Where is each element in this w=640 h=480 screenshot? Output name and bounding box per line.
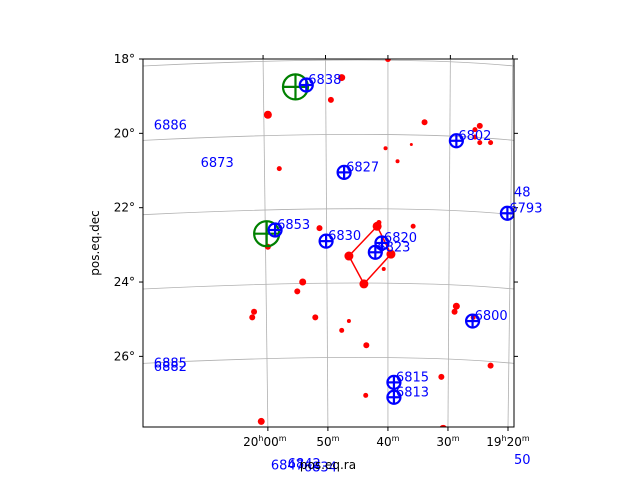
star-point	[363, 392, 369, 398]
star-point	[276, 166, 282, 172]
offplot-label: 6834	[304, 461, 337, 476]
star-point	[257, 417, 265, 425]
asterism-star	[386, 249, 396, 259]
axes: 19h20m 30m 40m 50m 20h00m 18° 20° 22° 24° 26°	[114, 52, 530, 449]
star-point	[263, 110, 272, 119]
catalog-marker	[386, 389, 402, 405]
star-point	[476, 122, 483, 129]
catalog-label: 6823	[377, 240, 410, 255]
catalog-marker	[336, 164, 352, 180]
offplot-label: 6885	[154, 357, 187, 372]
x-tick-label: 20h00m	[243, 434, 287, 449]
star-point	[452, 302, 460, 310]
offplot-label: 50	[514, 453, 531, 468]
catalog-marker	[386, 374, 402, 390]
star-point	[439, 424, 447, 427]
star-point	[487, 362, 494, 369]
y-axis-label: pos.eq.dec	[88, 210, 102, 275]
star-point	[421, 119, 428, 126]
catalog-label: 6853	[277, 218, 310, 233]
star-point	[376, 220, 382, 226]
star-point	[346, 319, 351, 324]
dec-gridline	[143, 208, 514, 216]
asterism-star	[344, 251, 354, 261]
catalog-marker	[464, 313, 481, 329]
star-point	[472, 127, 478, 133]
x-tick-label: 50m	[316, 434, 339, 449]
offplot-label: 6847	[271, 459, 304, 474]
star-point	[384, 59, 391, 62]
star-point	[438, 373, 445, 380]
dec-gridline	[143, 59, 514, 67]
x-axis-label: pos.eq.ra	[300, 458, 356, 472]
asterism-star	[359, 279, 369, 289]
ra-gridline	[262, 59, 269, 427]
x-tick-label: 30m	[436, 434, 459, 449]
y-tick-label: 20°	[114, 126, 135, 140]
offplot-label: 6882	[154, 360, 187, 375]
catalog-marker	[448, 133, 464, 149]
plot-frame	[142, 58, 515, 428]
y-tick-label: 22°	[114, 201, 135, 215]
star-point	[383, 146, 388, 151]
star-point	[327, 96, 334, 103]
catalog-label: 6813	[396, 385, 429, 400]
star-point	[451, 308, 458, 315]
y-tick-label: 18°	[114, 52, 135, 66]
ra-gridline	[447, 59, 451, 427]
star-point	[316, 225, 323, 232]
catalog-marker	[374, 235, 390, 251]
offplot-label: 48	[514, 186, 531, 201]
catalog-label: 6800	[475, 309, 508, 324]
catalog-marker	[298, 77, 314, 93]
highlight-marker	[281, 73, 310, 101]
catalog-marker	[318, 233, 334, 249]
offplot-label: 6842	[288, 457, 321, 472]
star-point	[294, 288, 301, 295]
star-point	[363, 342, 370, 349]
y-tick-label: 24°	[114, 275, 135, 289]
offplot-label: 6886	[154, 119, 187, 134]
x-tick-label: 19h20m	[486, 434, 530, 449]
catalog-label: 6838	[308, 73, 341, 88]
catalog-marker	[367, 244, 383, 260]
catalog-label: 6820	[384, 231, 417, 246]
y-tick-label: 26°	[114, 349, 135, 363]
star-point	[395, 159, 400, 164]
star-point	[339, 327, 345, 333]
catalog-label: 6815	[396, 370, 429, 385]
star-point	[312, 314, 319, 321]
star-point	[409, 142, 413, 146]
catalog-label: 6827	[346, 160, 379, 175]
star-point	[488, 140, 494, 146]
offplot-label: 6873	[201, 156, 234, 171]
star-point	[410, 223, 416, 229]
star-point	[251, 308, 258, 315]
star-point	[249, 314, 256, 321]
dec-gridline	[143, 356, 514, 364]
dec-gridline	[143, 133, 514, 141]
ra-gridline	[507, 59, 514, 427]
catalog-label: 6793	[509, 201, 542, 216]
catalog-marker	[267, 222, 283, 238]
star-point	[381, 267, 386, 272]
x-tick-label: 40m	[376, 434, 399, 449]
dec-gridline	[143, 282, 514, 290]
star-point	[472, 134, 478, 140]
star-point	[477, 140, 483, 146]
star-point	[299, 278, 307, 286]
catalog-label: 6830	[328, 229, 361, 244]
catalog-label: 6802	[458, 129, 491, 144]
star-point	[338, 74, 346, 82]
data-layer	[249, 59, 514, 427]
